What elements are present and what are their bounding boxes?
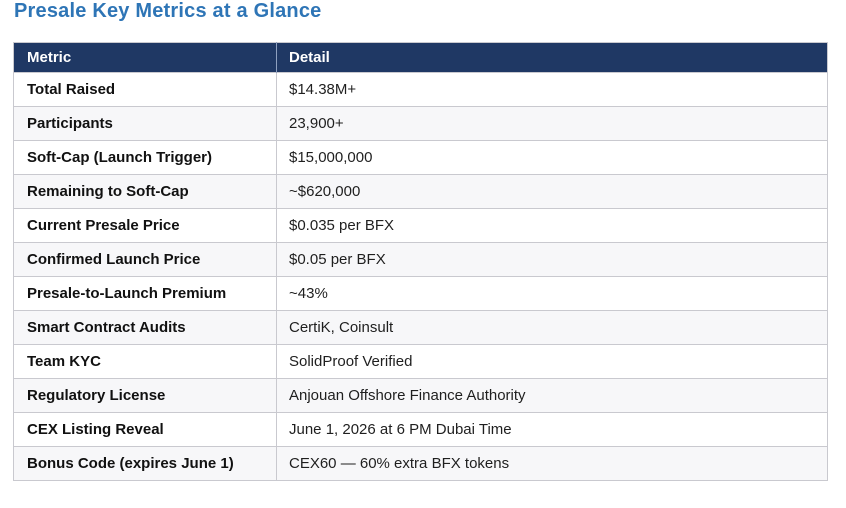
detail-cell: SolidProof Verified <box>276 344 828 379</box>
detail-cell: $0.035 per BFX <box>276 208 828 243</box>
metric-cell: Regulatory License <box>13 378 277 413</box>
detail-cell: CertiK, Coinsult <box>276 310 828 345</box>
table-row: Presale-to-Launch Premium ~43% <box>13 276 828 311</box>
metric-cell: Confirmed Launch Price <box>13 242 277 277</box>
metric-cell: Smart Contract Audits <box>13 310 277 345</box>
detail-cell: CEX60 — 60% extra BFX tokens <box>276 446 828 481</box>
metrics-table: Metric Detail Total Raised $14.38M+ Partic… <box>13 42 828 481</box>
column-header-metric: Metric <box>13 42 277 73</box>
metric-cell: Total Raised <box>13 72 277 107</box>
table-body: Total Raised $14.38M+ Participants 23,900+ S… <box>13 72 828 481</box>
detail-cell: Anjouan Offshore Finance Authority <box>276 378 828 413</box>
metric-cell: CEX Listing Reveal <box>13 412 277 447</box>
metric-cell: Team KYC <box>13 344 277 379</box>
table-header: Metric Detail <box>13 42 828 73</box>
detail-cell: $0.05 per BFX <box>276 242 828 277</box>
detail-cell: $15,000,000 <box>276 140 828 175</box>
detail-cell: $14.38M+ <box>276 72 828 107</box>
metric-cell: Presale-to-Launch Premium <box>13 276 277 311</box>
table-row: Regulatory License Anjouan Offshore Finan… <box>13 378 828 413</box>
table-row: Smart Contract Audits CertiK, Coinsult <box>13 310 828 345</box>
table-row: Total Raised $14.38M+ <box>13 72 828 107</box>
table-row: Team KYC SolidProof Verified <box>13 344 828 379</box>
detail-cell: ~43% <box>276 276 828 311</box>
table-row: Remaining to Soft-Cap ~$620,000 <box>13 174 828 209</box>
table-header-row: Metric Detail <box>13 42 828 73</box>
detail-cell: 23,900+ <box>276 106 828 141</box>
table-row: Participants 23,900+ <box>13 106 828 141</box>
table-row: Bonus Code (expires June 1) CEX60 — 60% e… <box>13 446 828 481</box>
table-row: Soft-Cap (Launch Trigger) $15,000,000 <box>13 140 828 175</box>
metric-cell: Current Presale Price <box>13 208 277 243</box>
detail-cell: ~$620,000 <box>276 174 828 209</box>
detail-cell: June 1, 2026 at 6 PM Dubai Time <box>276 412 828 447</box>
table-row: Current Presale Price $0.035 per BFX <box>13 208 828 243</box>
table-row: Confirmed Launch Price $0.05 per BFX <box>13 242 828 277</box>
column-header-detail: Detail <box>276 42 828 73</box>
page-title: Presale Key Metrics at a Glance <box>14 0 322 22</box>
table-row: CEX Listing Reveal June 1, 2026 at 6 PM D… <box>13 412 828 447</box>
metric-cell: Soft-Cap (Launch Trigger) <box>13 140 277 175</box>
metric-cell: Remaining to Soft-Cap <box>13 174 277 209</box>
metric-cell: Participants <box>13 106 277 141</box>
metric-cell: Bonus Code (expires June 1) <box>13 446 277 481</box>
